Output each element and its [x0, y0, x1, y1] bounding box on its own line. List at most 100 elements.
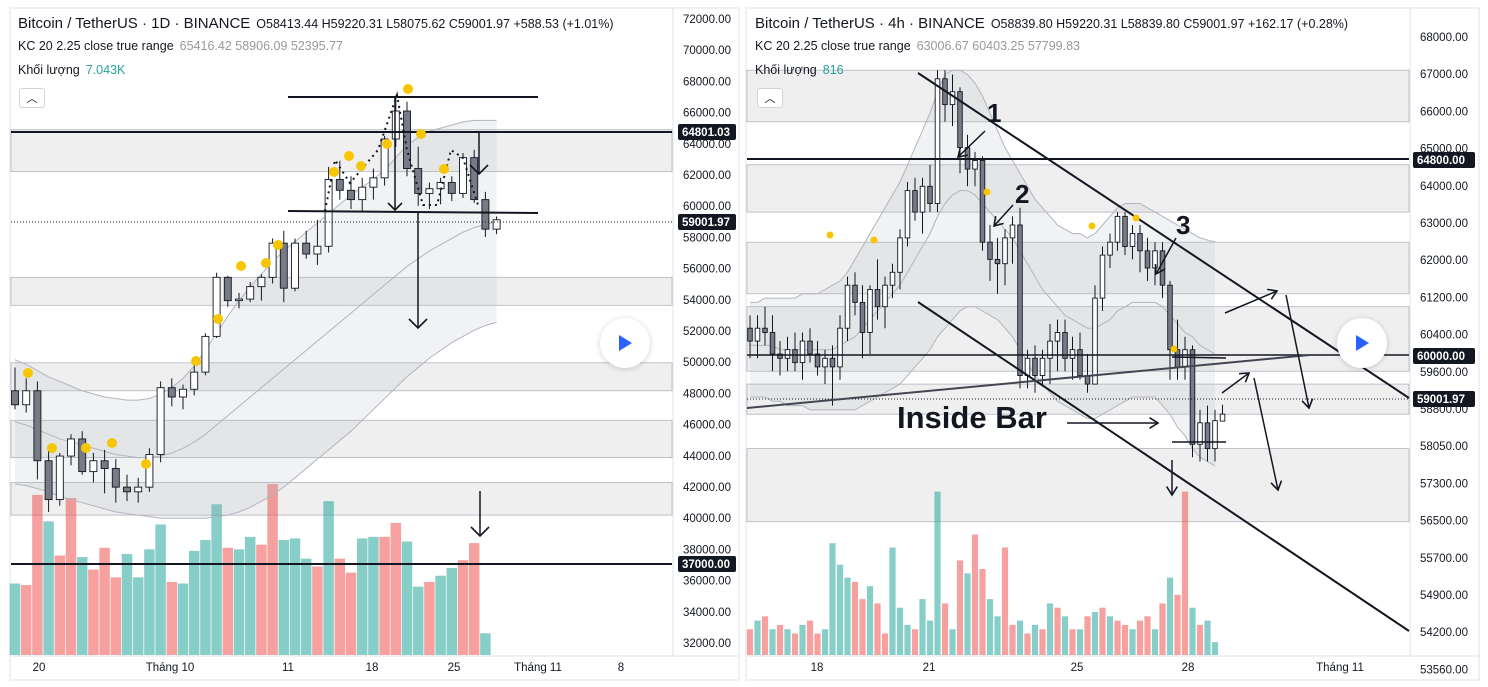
candle [391, 95, 400, 147]
arrow-line [1285, 294, 1310, 409]
price-badge-label: 64800.00 [1417, 155, 1465, 167]
candle-body [1002, 237, 1008, 265]
price-badge [1413, 391, 1475, 407]
volume-bar [791, 633, 799, 655]
signal-dot [47, 443, 57, 453]
price-tick-label: 53560.00 [1420, 664, 1468, 676]
rising-trendline [746, 354, 1311, 409]
right-replay-button[interactable] [1337, 318, 1387, 368]
candle-body [859, 301, 866, 333]
signal-dot [1088, 222, 1096, 230]
candle [919, 177, 926, 234]
volume-bar [799, 624, 806, 655]
left-price-axis[interactable]: 72000.00 70000.00 68000.00 66000.00 64000.00… [678, 14, 736, 650]
candle [257, 274, 266, 301]
signal-dot [329, 167, 339, 177]
right-time-axis[interactable]: 18 21 25 28 Tháng 11 [811, 662, 1364, 674]
keltner-upper-line [750, 69, 1216, 303]
left-volume-bars [9, 484, 491, 655]
candle [1137, 225, 1143, 273]
candle-body [867, 289, 873, 333]
volume-bar [896, 607, 904, 655]
price-tick-label: 66000.00 [683, 108, 731, 120]
candle [987, 225, 993, 281]
volume-bar [480, 633, 491, 655]
volume-bar [166, 581, 178, 655]
candle [844, 276, 851, 342]
volume-bar [1189, 607, 1196, 655]
time-tick-label: 25 [448, 662, 461, 674]
candle [235, 292, 243, 309]
arrow-head [992, 216, 1004, 228]
candle [1212, 409, 1218, 462]
volume-bar [1196, 624, 1204, 655]
right-legend-collapse-button[interactable]: ︿ [757, 88, 783, 108]
candle-body [33, 390, 42, 462]
signal-dot [439, 164, 449, 174]
chevron-up-icon: ︿ [26, 93, 38, 105]
keltner-lower-line [750, 306, 1216, 467]
candle-body [1009, 224, 1016, 239]
candle-body [22, 390, 31, 406]
right-price-axis[interactable]: 68000.0067000.0066000.0065000.0064000.00… [1413, 32, 1475, 676]
arrow-head [1301, 398, 1314, 410]
volume-bar [121, 553, 133, 655]
candle-body [882, 284, 888, 308]
candle-body [291, 242, 299, 289]
arrow-line [993, 204, 1014, 227]
left-legend-collapse-button[interactable]: ︿ [19, 88, 45, 108]
left-candles [11, 95, 501, 513]
volume-bar [1024, 633, 1031, 655]
arrow-line [1224, 290, 1278, 314]
volume-bar [836, 564, 844, 655]
candle [904, 182, 911, 247]
signal-dot [213, 314, 223, 324]
candle-body [1039, 357, 1046, 376]
volume-bar [1181, 491, 1189, 655]
left-replay-button[interactable] [600, 318, 650, 368]
zone-band [746, 164, 1410, 213]
volume-bar [110, 577, 122, 655]
candle [1062, 319, 1068, 372]
signal-dot [870, 236, 878, 244]
candle [784, 336, 791, 372]
volume-bar [9, 583, 21, 655]
left-drawings [11, 84, 672, 565]
volume-bar [256, 544, 267, 655]
candle [369, 168, 378, 200]
candle [814, 341, 821, 376]
candle-body [762, 327, 768, 333]
candle-body [11, 390, 19, 406]
candle-body [987, 241, 993, 260]
candle-body [425, 188, 434, 194]
volume-bar [233, 549, 245, 655]
volume-bar [1136, 620, 1144, 655]
candle-body [1047, 340, 1053, 359]
candle [11, 367, 19, 410]
price-tick-label: 58000.00 [683, 232, 731, 244]
candle [1144, 237, 1151, 281]
candle [470, 149, 479, 203]
arrow-head [1238, 372, 1251, 383]
zone-band [746, 448, 1410, 523]
volume-bar [821, 629, 829, 655]
volume-bar [1091, 612, 1099, 655]
signal-dot [236, 261, 246, 271]
price-tick-label: 66000.00 [1420, 106, 1468, 118]
volume-bar [368, 536, 379, 655]
candle [1099, 246, 1106, 311]
volume-bar [874, 603, 881, 655]
volume-bar [1174, 594, 1181, 655]
price-tick-label: 62000.00 [683, 170, 731, 182]
price-tick-label: 50000.00 [683, 357, 731, 369]
candle-body [844, 284, 851, 329]
candle-body [1167, 284, 1173, 351]
left-time-axis[interactable]: 20 Tháng 10 11 18 25 Tháng 11 8 [33, 662, 625, 674]
candle-body [190, 371, 199, 390]
price-tick-label: 70000.00 [683, 45, 731, 57]
signal-dot [1132, 214, 1140, 222]
candle-body [380, 138, 389, 179]
price-tick-label: 64000.00 [1420, 181, 1468, 193]
volume-bar [1046, 603, 1054, 655]
